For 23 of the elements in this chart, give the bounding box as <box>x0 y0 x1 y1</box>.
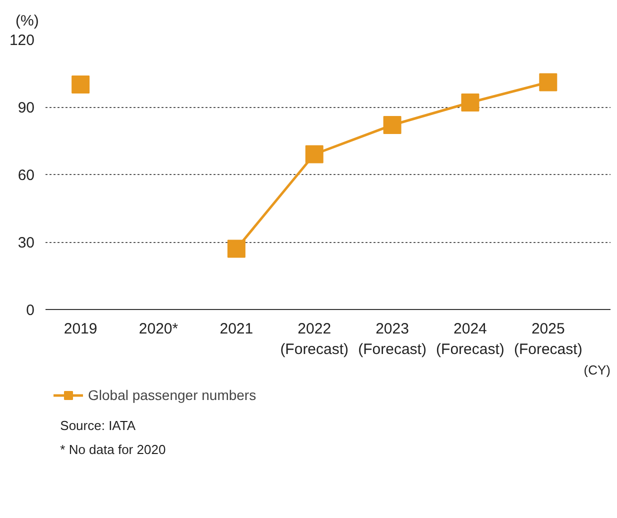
point <box>383 116 402 134</box>
y-tick-label: 90 <box>18 100 35 116</box>
y-tick-label: 120 <box>9 32 35 49</box>
x-tick-label: 2021 <box>220 320 254 338</box>
y-tick-label: 60 <box>18 167 35 184</box>
x-tick-label: 2023 (Forecast) <box>358 320 426 358</box>
x-tick-label: 2024 (Forecast) <box>436 320 504 358</box>
point <box>461 94 480 112</box>
point <box>227 240 246 258</box>
y-tick-label: 30 <box>18 234 35 252</box>
x-tick-label: 2019 <box>64 320 98 338</box>
point <box>305 145 324 164</box>
source-note: Source: IATA <box>60 418 136 433</box>
legend-label: Global passenger numbers <box>88 387 256 403</box>
text: * No data for 2020 <box>60 442 166 457</box>
y-axis-title: (%) <box>16 12 39 30</box>
x-tick-label: 2022 (Forecast) <box>280 320 349 358</box>
x-axis-title: (CY) <box>584 362 610 378</box>
y-tick-label: 0 <box>26 302 34 319</box>
x-tick-label: 2025 (Forecast) <box>514 320 582 358</box>
x-tick-label: 2020* <box>138 320 178 338</box>
point <box>539 73 558 92</box>
point <box>72 76 90 94</box>
